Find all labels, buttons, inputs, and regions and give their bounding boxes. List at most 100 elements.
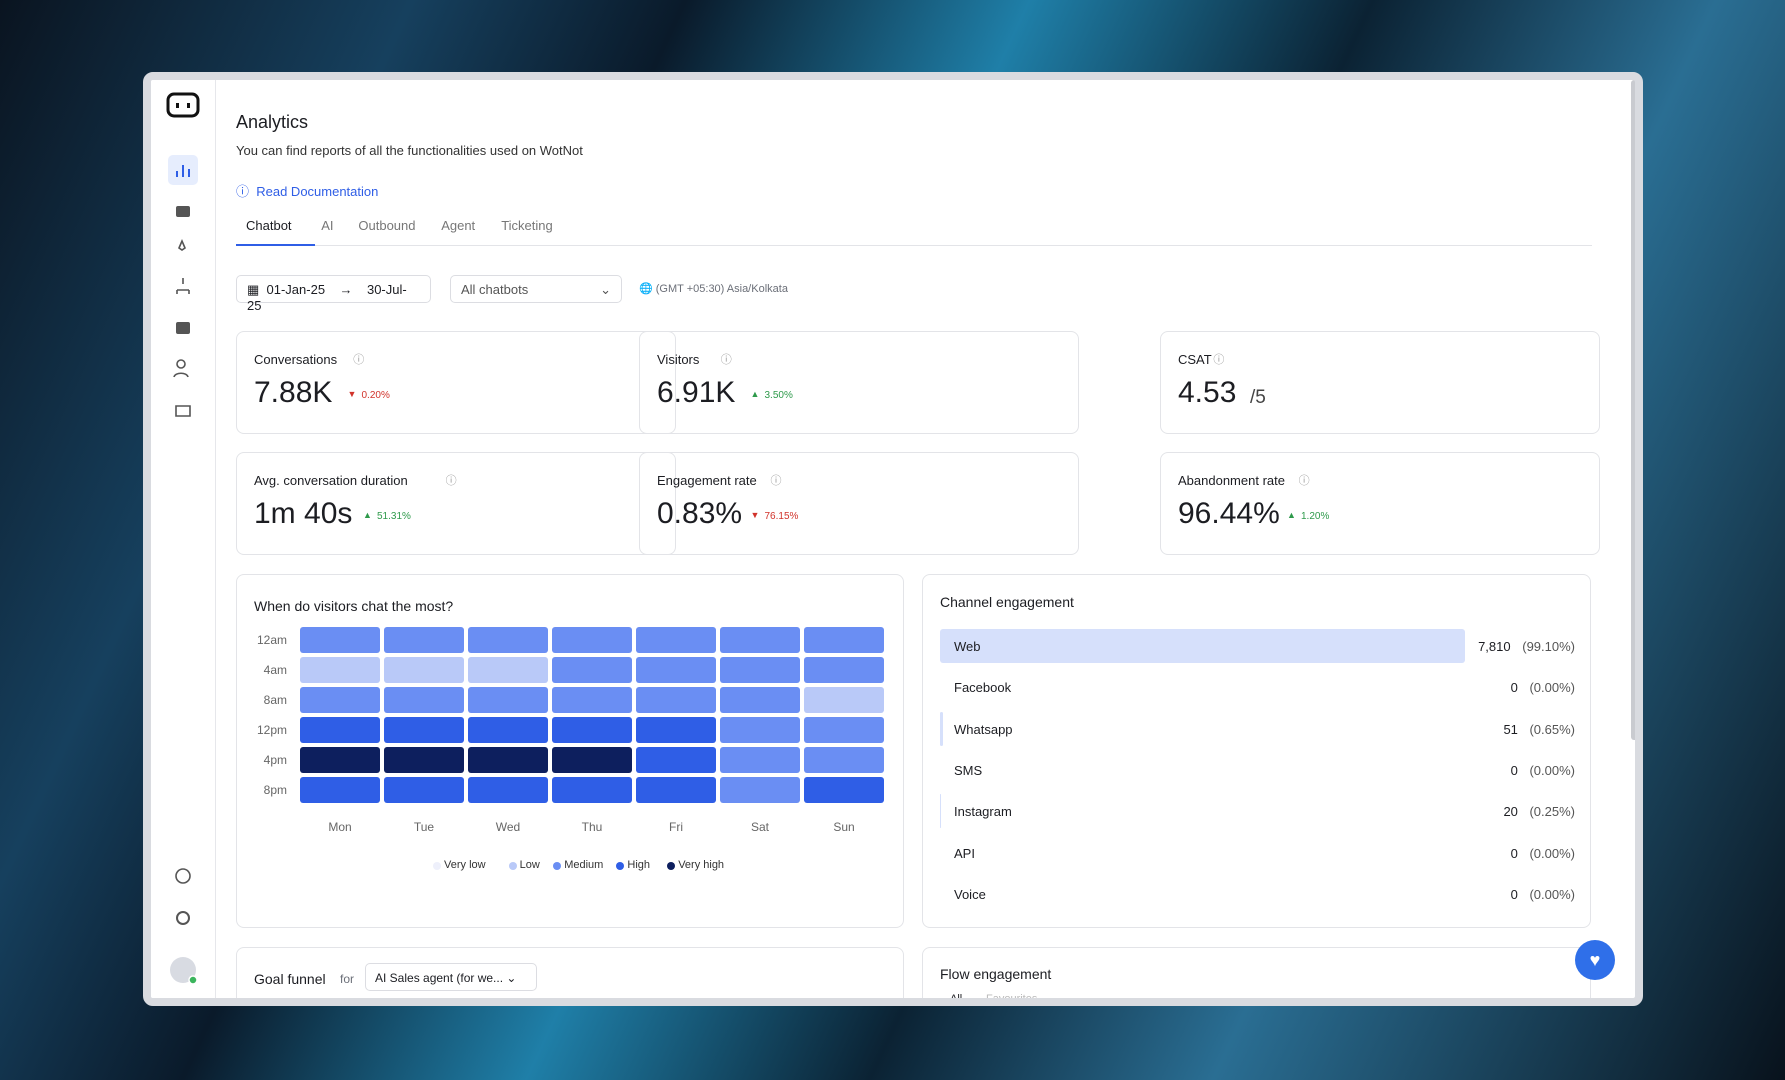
- goal-select[interactable]: AI Sales agent (for we... ⌄: [365, 963, 537, 991]
- heatmap-column-label: Tue: [413, 820, 435, 834]
- metric-label: Conversations: [254, 352, 338, 367]
- nav-settings[interactable]: [176, 911, 190, 925]
- heatmap-cell: [804, 747, 884, 773]
- info-icon: ⓘ: [1298, 475, 1310, 487]
- metric-delta: 76.15%: [764, 511, 799, 522]
- metric-delta: 1.20%: [1301, 511, 1330, 522]
- channel-count: 0: [1510, 762, 1518, 778]
- metric-value: 4.53: [1178, 376, 1237, 409]
- metric-label: Engagement rate: [657, 473, 757, 488]
- goal-funnel-title: Goal funnel: [254, 971, 326, 987]
- channel-share: (0.00%): [1529, 762, 1575, 778]
- heatmap-cell: [636, 657, 716, 683]
- channel-list: Web (99.10%) 7,810 Facebook (0.00%) 0 Whatsapp…: [923, 575, 1592, 929]
- timezone[interactable]: 🌐 (GMT +05:30) Asia/Kolkata: [639, 283, 788, 295]
- heatmap-row-label: 12pm: [256, 723, 287, 737]
- tab[interactable]: AI: [321, 218, 334, 233]
- chatbot-select-value: All chatbots: [461, 282, 529, 297]
- heatmap-cell: [468, 717, 548, 743]
- tab[interactable]: Ticketing: [501, 218, 553, 233]
- heatmap-cell: [300, 657, 380, 683]
- tab[interactable]: Agent: [441, 218, 476, 233]
- tab-bar: Chatbot AI Outbound Agent Ticketing: [236, 210, 1592, 246]
- legend-swatch: [553, 862, 562, 870]
- heatmap-cell: [300, 747, 380, 773]
- nav-chats[interactable]: [176, 206, 190, 217]
- heatmap-cell: [636, 627, 716, 653]
- nav-contacts[interactable]: [176, 359, 186, 369]
- nav-pages[interactable]: [176, 322, 190, 334]
- date-range[interactable]: ▦ 01-Jan-25 → 30-Jul-25: [236, 275, 431, 313]
- goal-funnel-for: for: [340, 972, 355, 986]
- heatmap-cell: [636, 777, 716, 803]
- heatmap-cell: [720, 717, 800, 743]
- channel-name: SMS: [954, 762, 983, 778]
- heatmap-cell: [384, 627, 464, 653]
- goal-funnel-panel: Goal funnel for AI Sales agent (for we..…: [236, 947, 904, 998]
- channel-bar: [940, 629, 1466, 663]
- info-icon: ⓘ: [770, 475, 782, 487]
- metric-delta: 3.50%: [764, 390, 793, 401]
- heatmap-cell: [300, 627, 380, 653]
- scrollbar: [1631, 80, 1635, 740]
- avatar[interactable]: [170, 957, 196, 983]
- nav-flows[interactable]: [176, 278, 190, 294]
- channel-name: Voice: [954, 886, 986, 902]
- heatmap-cell: [804, 627, 884, 653]
- heatmap-cell: [300, 717, 380, 743]
- heatmap-cell: [468, 657, 548, 683]
- info-icon: ⓘ: [445, 475, 457, 487]
- heatmap-cell: [552, 717, 632, 743]
- nav-help[interactable]: [175, 868, 191, 884]
- heatmap-cell: [636, 747, 716, 773]
- channel-name: API: [954, 845, 975, 861]
- channel-name: Instagram: [954, 804, 1012, 820]
- heatmap-column-label: Sat: [750, 820, 769, 834]
- channel-title: Channel engagement: [940, 594, 1074, 610]
- legend-label: High: [627, 859, 651, 871]
- metric-card: Engagement rate ⓘ 0.83% ▼ 76.15%: [639, 452, 1079, 555]
- delta-arrow: ▼: [347, 389, 357, 399]
- legend-label: Medium: [564, 859, 604, 871]
- channel-name: Web: [954, 639, 981, 654]
- metric-label: Visitors: [657, 352, 700, 367]
- delta-arrow: ▲: [1287, 510, 1296, 520]
- heatmap-cell: [804, 687, 884, 713]
- chat-launcher[interactable]: ♥: [1575, 940, 1615, 980]
- chatbot-select[interactable]: All chatbots ⌄: [450, 275, 622, 303]
- heatmap-cell: [552, 687, 632, 713]
- metric-card: Abandonment rate ⓘ 96.44% ▲ 1.20%: [1160, 452, 1600, 555]
- channel-panel: Channel engagement Web (99.10%) 7,810 Faceb…: [922, 574, 1591, 928]
- channel-share: (0.00%): [1529, 680, 1575, 696]
- doc-link[interactable]: ⓘ Read Documentation: [236, 184, 379, 199]
- info-icon: ⓘ: [1213, 354, 1225, 366]
- flow-tab[interactable]: Favourites: [986, 993, 1038, 1005]
- info-icon: ⓘ: [720, 354, 732, 366]
- tab[interactable]: Outbound: [358, 218, 416, 233]
- nav-ai[interactable]: [178, 238, 186, 251]
- channel-count: 0: [1510, 680, 1518, 696]
- legend-label: Very low: [444, 859, 486, 871]
- heatmap-cell: [300, 687, 380, 713]
- sidebar-icons: [166, 92, 200, 985]
- heatmap-row-label: 8am: [263, 693, 287, 707]
- metric-label: Avg. conversation duration: [254, 473, 408, 488]
- nav-integrations[interactable]: [175, 405, 191, 417]
- tab-underline: [236, 244, 316, 246]
- heatmap-cell: [720, 687, 800, 713]
- channel-count: 0: [1510, 845, 1518, 861]
- heatmap-cell: [804, 657, 884, 683]
- doc-link-text[interactable]: Read Documentation: [256, 184, 379, 199]
- flow-title: Flow engagement: [940, 966, 1052, 982]
- heatmap-cell: [384, 777, 464, 803]
- channel-share: (0.25%): [1529, 804, 1575, 820]
- channel-share: (0.00%): [1529, 845, 1575, 861]
- metric-delta: 0.20%: [361, 390, 390, 401]
- heatmap-column-label: Thu: [581, 820, 603, 834]
- tab[interactable]: Chatbot: [246, 218, 292, 233]
- flow-tab[interactable]: All: [950, 993, 963, 1005]
- app-window: Analytics You can find reports of all th…: [143, 72, 1643, 1006]
- heatmap: 12am 4am 8am 12pm 4pm 8pm Mon Tue Wed Thu Fri Sat Su…: [237, 575, 905, 929]
- metric-value: 1m 40s: [254, 497, 353, 530]
